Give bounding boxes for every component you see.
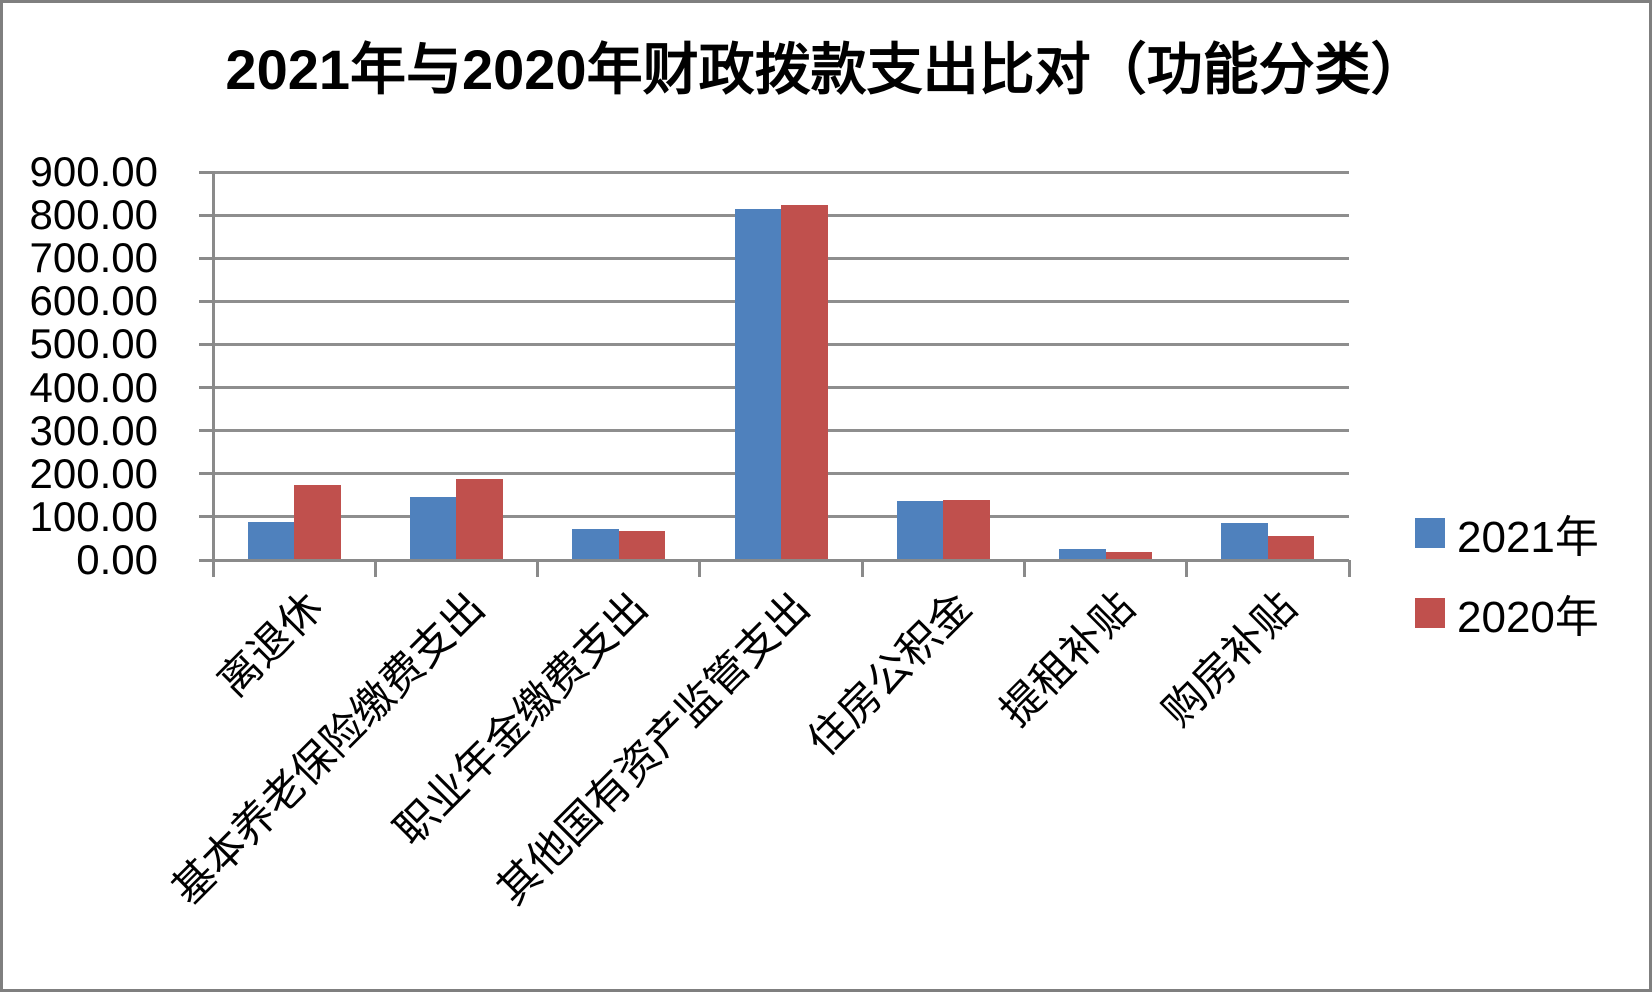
y-axis-tick (199, 213, 213, 217)
category-label: 基本养老保险缴费支出 (164, 584, 495, 914)
legend-label-2020: 2020年 (1457, 593, 1599, 642)
y-tick-label: 0.00 (76, 536, 158, 583)
legend-label-2021: 2021年 (1457, 513, 1599, 562)
bar-2021年-购房补贴 (1221, 523, 1268, 560)
bar-2020年-职业年金缴费支出 (618, 530, 666, 560)
x-axis-tick (1185, 560, 1189, 577)
bar-2020年-提租补贴 (1105, 552, 1153, 560)
bar-2020年-其他国有资产监管支出 (781, 205, 828, 560)
y-tick-label: 100.00 (29, 492, 158, 540)
y-axis-tick (199, 256, 213, 260)
x-axis-tick (698, 560, 702, 577)
x-axis-tick (536, 560, 540, 577)
y-tick-label: 900.00 (29, 148, 158, 195)
category-label: 购房补贴 (1154, 584, 1306, 736)
category-label: 提租补贴 (992, 584, 1144, 736)
bar-2021年-提租补贴 (1059, 549, 1106, 560)
y-axis-tick (199, 299, 213, 303)
bar-2021年-其他国有资产监管支出 (734, 209, 781, 560)
category-label: 其他国有资产监管支出 (489, 584, 819, 914)
legend-item-2020: 2020年 (1415, 573, 1599, 653)
bar-2020年-购房补贴 (1267, 536, 1315, 560)
y-tick-label: 200.00 (29, 449, 158, 497)
bar-2020年-基本养老保险缴费支出 (456, 478, 503, 560)
bar-2020年-住房公积金 (943, 499, 990, 560)
y-tick-label: 600.00 (29, 277, 158, 325)
y-axis-tick (199, 170, 213, 174)
chart-title: 2021年与2020年财政拨款支出比对（功能分类） (225, 38, 1427, 101)
plot-area: 900.00 800.00 700.00 600.00 500.00 400.00 300.… (3, 3, 1649, 989)
y-tick-label: 300.00 (29, 406, 158, 454)
legend-item-2021: 2021年 (1415, 493, 1599, 573)
bar-2021年-离退休 (247, 522, 295, 560)
x-axis-line (213, 558, 1349, 562)
x-axis-tick (860, 560, 864, 577)
y-axis-line (211, 170, 215, 562)
bar-2021年-基本养老保险缴费支出 (409, 497, 457, 560)
category-label: 住房公积金 (800, 584, 982, 766)
y-tick-label: 400.00 (29, 363, 158, 411)
legend-swatch-2021 (1415, 518, 1445, 548)
legend: 2021年 2020年 (1415, 493, 1599, 653)
x-axis-tick (1022, 560, 1026, 577)
x-axis-tick (211, 560, 215, 577)
y-tick-label: 800.00 (29, 191, 158, 239)
y-axis-tick (199, 429, 213, 433)
y-axis-tick (199, 342, 213, 346)
y-axis-tick (199, 558, 213, 562)
x-axis-tick (1347, 560, 1351, 577)
y-tick-label: 500.00 (29, 320, 158, 368)
legend-swatch-2020 (1415, 598, 1445, 628)
y-axis-tick (199, 472, 213, 476)
y-axis-tick (199, 515, 213, 519)
category-label: 离退休 (210, 584, 333, 707)
y-tick-label: 700.00 (29, 234, 158, 282)
y-gridline (213, 170, 1349, 174)
bar-2020年-离退休 (294, 484, 341, 560)
bar-2021年-住房公积金 (896, 500, 944, 560)
bar-2021年-职业年金缴费支出 (572, 529, 619, 560)
y-axis-tick (199, 386, 213, 390)
x-axis-tick (373, 560, 377, 577)
